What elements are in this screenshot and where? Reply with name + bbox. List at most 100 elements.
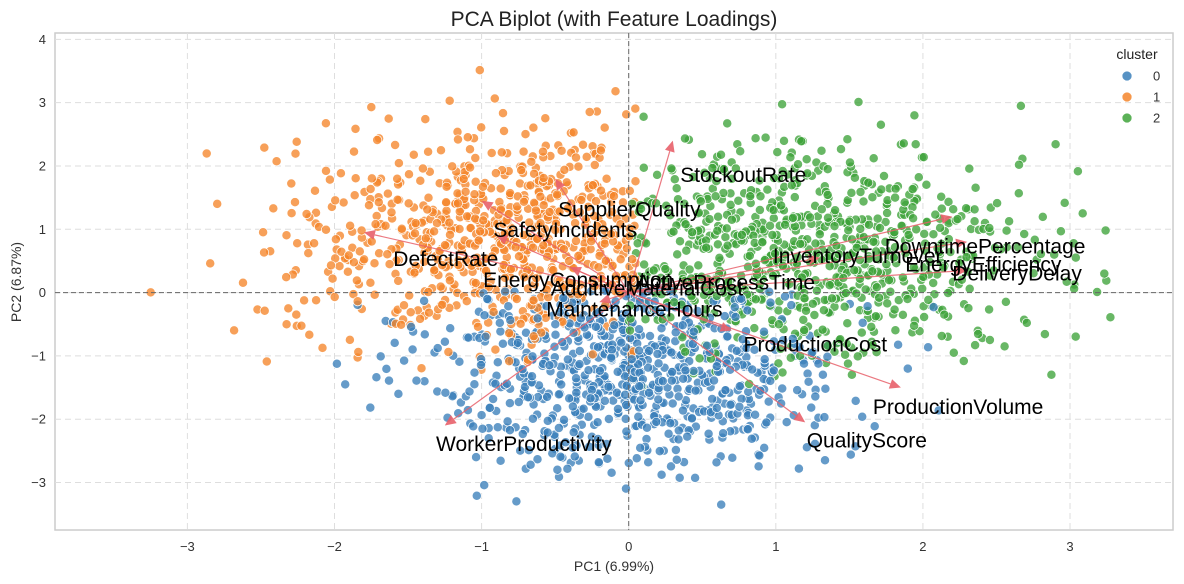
- data-point-cluster-0: [803, 376, 814, 387]
- loading-label: StockoutRate: [680, 164, 806, 187]
- data-point-cluster-1: [630, 176, 641, 187]
- data-point-cluster-0: [793, 463, 804, 474]
- data-point-cluster-2: [827, 293, 837, 304]
- data-point-cluster-0: [764, 286, 775, 297]
- data-point-cluster-1: [444, 275, 455, 286]
- data-point-cluster-1: [321, 224, 331, 235]
- data-point-cluster-1: [330, 234, 341, 245]
- data-point-cluster-1: [342, 266, 353, 277]
- data-point-cluster-0: [603, 414, 614, 424]
- data-point-cluster-2: [935, 222, 946, 233]
- data-point-cluster-0: [621, 426, 632, 437]
- data-point-cluster-1: [504, 356, 515, 367]
- data-point-cluster-0: [583, 411, 594, 422]
- data-point-cluster-0: [765, 375, 776, 386]
- loading-arrow: [628, 270, 957, 294]
- data-point-cluster-2: [839, 301, 850, 312]
- data-point-cluster-1: [526, 156, 537, 167]
- data-point-cluster-1: [369, 258, 380, 269]
- legend-marker: [1121, 91, 1133, 103]
- loading-arrow: [490, 206, 630, 294]
- data-point-cluster-1: [460, 186, 471, 197]
- data-point-cluster-2: [704, 214, 715, 225]
- data-point-cluster-2: [999, 341, 1010, 352]
- data-point-cluster-0: [492, 422, 503, 433]
- data-point-cluster-1: [330, 195, 341, 206]
- data-point-cluster-0: [569, 451, 580, 462]
- data-point-cluster-2: [880, 236, 891, 247]
- data-point-cluster-0: [893, 339, 904, 350]
- data-point-cluster-1: [538, 240, 549, 251]
- data-point-cluster-2: [669, 174, 680, 185]
- data-point-cluster-0: [620, 389, 631, 400]
- data-point-cluster-1: [556, 145, 567, 156]
- data-point-cluster-2: [992, 198, 1003, 209]
- data-point-cluster-0: [574, 359, 585, 370]
- data-point-cluster-0: [560, 437, 571, 448]
- data-point-cluster-2: [1046, 369, 1057, 380]
- data-point-cluster-0: [469, 379, 480, 390]
- data-point-cluster-0: [616, 337, 627, 348]
- data-point-cluster-2: [908, 262, 919, 273]
- data-point-cluster-0: [494, 317, 505, 328]
- data-point-cluster-0: [677, 320, 688, 331]
- data-point-cluster-2: [851, 242, 862, 253]
- data-point-cluster-1: [419, 256, 430, 267]
- data-point-cluster-1: [324, 174, 335, 185]
- data-point-cluster-1: [615, 219, 626, 230]
- data-point-cluster-2: [964, 283, 975, 294]
- data-point-cluster-1: [404, 290, 415, 301]
- data-point-cluster-2: [796, 136, 807, 147]
- data-point-cluster-2: [722, 240, 733, 251]
- data-point-cluster-2: [918, 152, 929, 163]
- data-point-cluster-0: [644, 387, 654, 398]
- data-point-cluster-1: [530, 205, 541, 216]
- data-point-cluster-2: [1004, 216, 1015, 227]
- data-point-cluster-2: [711, 176, 722, 187]
- data-point-cluster-1: [444, 217, 455, 228]
- data-point-cluster-0: [599, 395, 610, 406]
- data-point-cluster-1: [291, 136, 302, 147]
- data-point-cluster-2: [988, 265, 999, 276]
- data-point-cluster-2: [943, 234, 954, 245]
- data-point-cluster-1: [350, 123, 361, 134]
- data-point-cluster-2: [725, 199, 736, 210]
- data-point-cluster-0: [517, 429, 528, 439]
- data-point-cluster-1: [599, 122, 610, 133]
- data-point-cluster-2: [777, 99, 788, 110]
- data-point-cluster-0: [742, 424, 753, 435]
- data-point-cluster-0: [542, 415, 553, 426]
- data-point-cluster-2: [990, 242, 1000, 253]
- data-point-cluster-2: [945, 247, 956, 257]
- legend-label: 0: [1153, 69, 1160, 84]
- data-point-cluster-2: [640, 314, 651, 325]
- data-point-cluster-2: [909, 320, 920, 331]
- loading-label: SupplierQuality: [558, 199, 701, 222]
- data-point-cluster-2: [711, 291, 722, 301]
- data-point-cluster-0: [845, 449, 856, 460]
- data-point-cluster-2: [799, 293, 810, 304]
- data-point-cluster-0: [432, 386, 443, 397]
- data-point-cluster-2: [777, 367, 788, 378]
- data-point-cluster-0: [583, 365, 594, 376]
- data-point-cluster-1: [458, 174, 469, 184]
- data-point-cluster-1: [201, 148, 212, 159]
- data-point-cluster-0: [657, 376, 668, 387]
- data-point-cluster-0: [365, 402, 376, 413]
- data-point-cluster-0: [411, 375, 422, 386]
- data-point-cluster-1: [583, 201, 594, 212]
- data-point-cluster-2: [720, 232, 731, 243]
- data-point-cluster-2: [868, 153, 879, 164]
- data-point-cluster-2: [876, 184, 887, 195]
- data-point-cluster-0: [578, 403, 589, 414]
- data-point-cluster-2: [750, 133, 761, 144]
- loading-arrow: [628, 292, 797, 417]
- x-tick-label: −1: [474, 539, 489, 554]
- data-point-cluster-2: [785, 152, 796, 163]
- data-point-cluster-0: [544, 360, 555, 371]
- data-point-cluster-0: [725, 399, 736, 410]
- data-point-cluster-0: [727, 452, 738, 463]
- data-point-cluster-2: [762, 184, 773, 195]
- y-tick-label: −2: [31, 412, 46, 427]
- data-point-cluster-0: [606, 467, 617, 478]
